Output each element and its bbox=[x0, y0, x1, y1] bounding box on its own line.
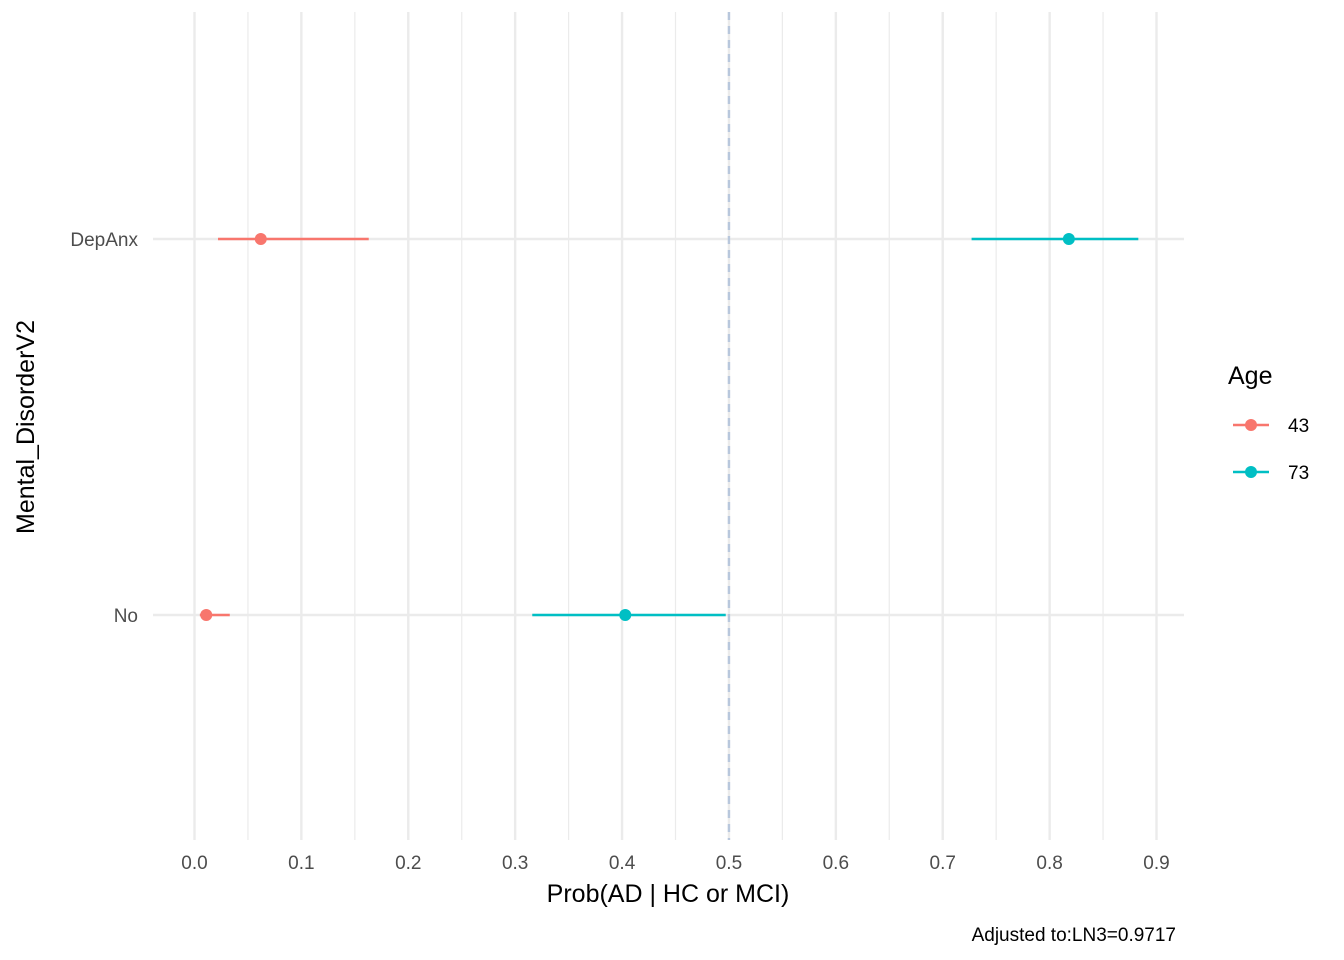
minor-gridlines bbox=[247, 12, 1104, 840]
x-axis-title: Prob(AD | HC or MCI) bbox=[547, 880, 790, 908]
major-gridlines bbox=[153, 12, 1184, 840]
x-tick-label: 0.9 bbox=[1143, 853, 1169, 874]
legend-key-point bbox=[1245, 419, 1257, 431]
data-point bbox=[200, 609, 213, 621]
data-point bbox=[254, 233, 267, 245]
x-tick-label: 0.4 bbox=[609, 853, 636, 874]
legend-label: 73 bbox=[1288, 463, 1309, 484]
data-point bbox=[1062, 233, 1075, 245]
legend-items: 43 73 bbox=[1233, 416, 1309, 484]
x-tick-label: 0.6 bbox=[823, 853, 849, 874]
legend-label: 43 bbox=[1288, 416, 1309, 437]
x-tick-label: 0.2 bbox=[395, 853, 421, 874]
x-tick-label: 0.5 bbox=[716, 853, 742, 874]
y-tick-label: DepAnx bbox=[70, 230, 138, 251]
x-tick-label: 0.7 bbox=[930, 853, 956, 874]
x-tick-label: 0.0 bbox=[181, 853, 207, 874]
x-tick-label: 0.1 bbox=[288, 853, 314, 874]
chart-caption: Adjusted to:LN3=0.9717 bbox=[972, 925, 1176, 946]
y-tick-label: No bbox=[114, 606, 138, 627]
legend-title: Age bbox=[1228, 362, 1272, 390]
legend: Age 43 73 bbox=[1228, 362, 1309, 484]
y-axis-ticks: DepAnx No bbox=[70, 230, 138, 627]
x-tick-label: 0.8 bbox=[1036, 853, 1062, 874]
x-axis-ticks: 0.0 0.1 0.2 0.3 0.4 0.5 0.6 0.7 0.8 0.9 bbox=[181, 853, 1169, 874]
y-axis-title: Mental_DisorderV2 bbox=[12, 320, 40, 534]
data-point bbox=[619, 609, 632, 621]
x-tick-label: 0.3 bbox=[502, 853, 528, 874]
legend-key-point bbox=[1245, 466, 1257, 478]
data-marks bbox=[199, 233, 1139, 621]
